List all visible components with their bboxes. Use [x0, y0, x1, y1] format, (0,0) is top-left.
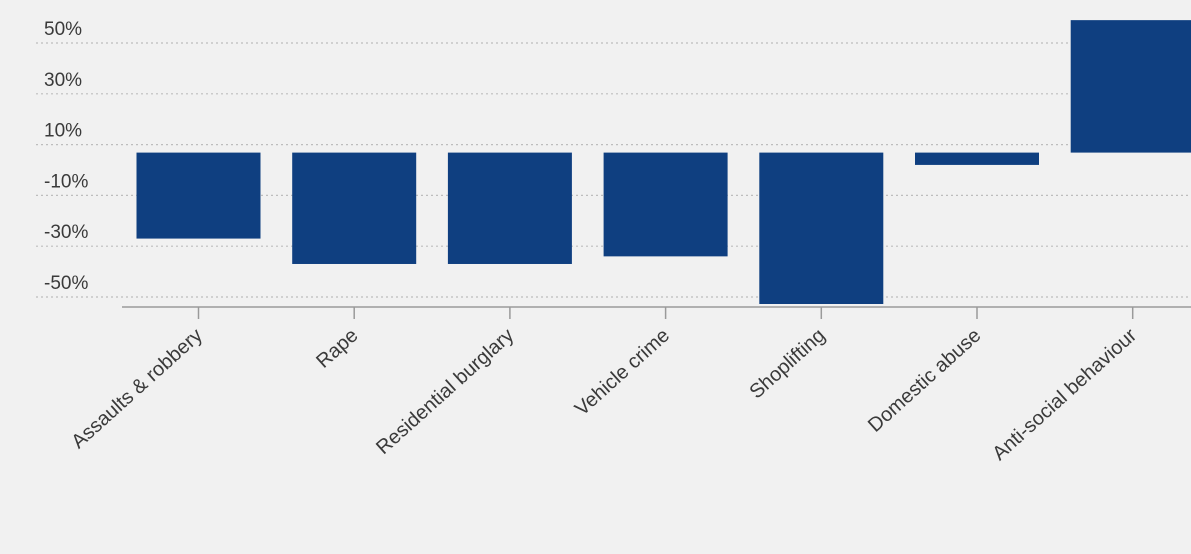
y-axis-labels: 50% 30% 10% -10% -30% -50% — [44, 19, 88, 294]
x-tick-label: Residential burglary — [372, 324, 518, 459]
x-tick-label: Assaults & robbery — [67, 324, 206, 453]
bar — [448, 153, 572, 264]
x-axis — [122, 307, 1191, 319]
bar — [604, 153, 728, 257]
x-tick-label: Anti-social behaviour — [988, 324, 1141, 465]
bar — [292, 153, 416, 264]
y-tick-label: 10% — [44, 121, 82, 142]
x-tick-label: Shoplifting — [746, 324, 830, 403]
x-tick-label: Domestic abuse — [864, 324, 985, 436]
y-tick-label: -10% — [44, 171, 88, 192]
y-tick-label: 50% — [44, 19, 82, 40]
bar — [137, 153, 261, 239]
y-tick-label: 30% — [44, 70, 82, 91]
bar — [759, 153, 883, 304]
bars — [137, 20, 1191, 304]
bar — [915, 153, 1039, 165]
x-tick-label: Rape — [312, 324, 362, 372]
y-tick-label: -30% — [44, 222, 88, 243]
y-tick-label: -50% — [44, 273, 88, 294]
bar — [1071, 20, 1191, 152]
x-tick-label: Vehicle crime — [571, 324, 674, 420]
